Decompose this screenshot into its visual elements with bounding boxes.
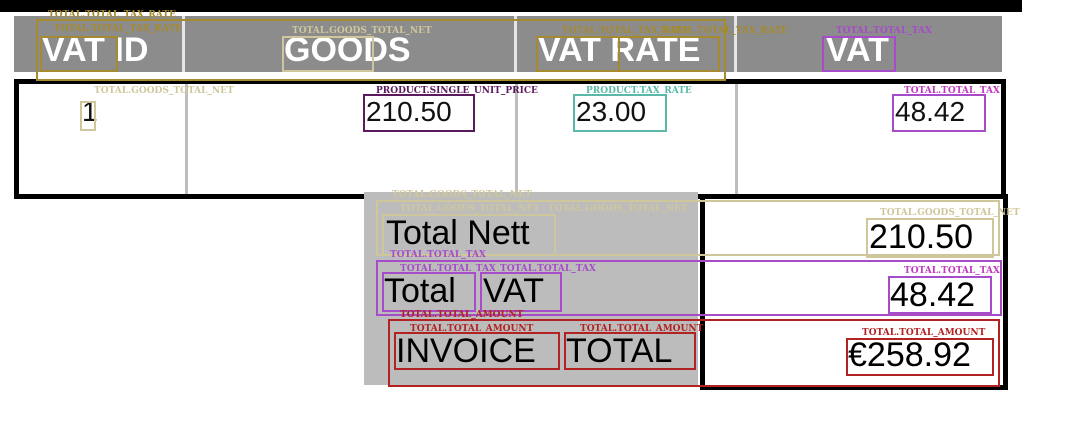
tag-product-tax-rate: PRODUCT.TAX_RATE bbox=[586, 86, 692, 96]
annotation-box-invoice bbox=[394, 332, 560, 370]
tag-total-tax-rate: TOTAL.TOTAL_TAX_RATE bbox=[660, 26, 788, 36]
cell-vat: 48.42 bbox=[895, 96, 966, 127]
total-vat-label-vat: VAT bbox=[483, 272, 545, 310]
tag-total-tax-rate: TOTAL.TOTAL_TAX_RATE bbox=[562, 26, 690, 36]
table-header bbox=[14, 16, 1002, 72]
tag-total-tax: TOTAL.TOTAL_TAX bbox=[400, 264, 496, 274]
annotation-box-tax-rate bbox=[573, 94, 667, 132]
tag-goods-total-net: TOTAL.GOODS_TOTAL_NET bbox=[400, 204, 540, 214]
annotation-box-total-nett-row bbox=[376, 200, 1000, 256]
tag-goods-total-net: TOTAL.GOODS_TOTAL_NET bbox=[94, 86, 234, 96]
header-divider bbox=[514, 16, 517, 72]
header-divider bbox=[734, 16, 737, 72]
tag-total-amount: TOTAL.TOTAL_AMOUNT bbox=[400, 310, 524, 320]
cell-vat-id: 1 bbox=[82, 96, 98, 127]
data-row bbox=[14, 79, 1006, 199]
annotation-box-total-vat-value bbox=[888, 276, 992, 314]
tag-total-tax: TOTAL.TOTAL_TAX bbox=[500, 264, 596, 274]
tag-total-tax: TOTAL.TOTAL_TAX bbox=[390, 250, 486, 260]
invoice-total-label-total: TOTAL bbox=[566, 332, 673, 370]
annotation-box-rate bbox=[618, 36, 720, 72]
annotation-box-total-label bbox=[382, 272, 476, 312]
annotation-box-header-vat bbox=[822, 36, 896, 72]
cell-goods: 210.50 bbox=[366, 96, 452, 127]
tag-total-amount: TOTAL.TOTAL_AMOUNT bbox=[410, 324, 534, 334]
header-divider bbox=[182, 16, 185, 72]
annotation-box-amount-row bbox=[388, 319, 1000, 387]
row-divider bbox=[185, 84, 188, 194]
tag-total-amount: TOTAL.TOTAL_AMOUNT bbox=[862, 328, 986, 338]
annotation-box-unit-price bbox=[363, 94, 475, 132]
summary-labels-panel bbox=[364, 192, 698, 385]
tag-total-amount: TOTAL.TOTAL_AMOUNT bbox=[580, 324, 704, 334]
tag-goods-total-net: TOTAL.GOODS_TOTAL_NET bbox=[880, 208, 1020, 218]
annotation-box-total-vat-row bbox=[376, 260, 1002, 316]
annotation-box-cell-vat bbox=[892, 94, 986, 132]
tag-total-tax-rate: TOTAL.TOTAL_TAX_RATE bbox=[48, 10, 176, 20]
total-vat-label-total: Total bbox=[384, 272, 456, 310]
tag-total-tax-rate: TOTAL.TOTAL_TAX_RATE bbox=[54, 24, 182, 34]
tag-total-tax: TOTAL.TOTAL_TAX bbox=[904, 86, 1000, 96]
annotation-box-vat bbox=[536, 36, 620, 72]
tag-product-single-unit-price: PRODUCT.SINGLE_UNIT_PRICE bbox=[376, 86, 538, 96]
row-divider bbox=[515, 84, 518, 194]
tag-total-tax: TOTAL.TOTAL_TAX bbox=[836, 26, 932, 36]
tag-total-tax: TOTAL.TOTAL_TAX bbox=[904, 266, 1000, 276]
invoice-total-label-invoice: INVOICE bbox=[396, 332, 536, 370]
total-nett-label: Total Nett bbox=[386, 214, 530, 252]
invoice-total-value: €258.92 bbox=[848, 336, 971, 374]
tag-goods-total-net: TOTAL.GOODS_TOTAL_NET bbox=[392, 190, 532, 200]
annotation-box-goods bbox=[282, 36, 374, 72]
total-vat-value: 48.42 bbox=[890, 276, 976, 314]
row-divider bbox=[735, 84, 738, 194]
annotation-box-vat-id bbox=[40, 36, 118, 72]
cell-vat-rate: 23.00 bbox=[576, 96, 647, 127]
annotation-box-total-nett-label bbox=[382, 214, 556, 256]
annotation-box-total-nett-value bbox=[866, 218, 994, 258]
annotation-box-vat-label bbox=[480, 272, 562, 312]
total-nett-value: 210.50 bbox=[869, 218, 973, 256]
top-border-bar bbox=[0, 0, 1022, 12]
tag-goods-total-net: TOTAL.GOODS_TOTAL_NET bbox=[292, 26, 432, 36]
tag-goods-total-net: TOTAL.GOODS_TOTAL_NET bbox=[548, 204, 688, 214]
annotation-box-tax-rate-outer bbox=[36, 19, 726, 81]
annotation-box-invoice-total-value bbox=[846, 338, 994, 376]
annotation-box-total bbox=[564, 332, 696, 370]
annotation-box-cell-1 bbox=[80, 101, 96, 131]
summary-values-box bbox=[700, 194, 1008, 390]
